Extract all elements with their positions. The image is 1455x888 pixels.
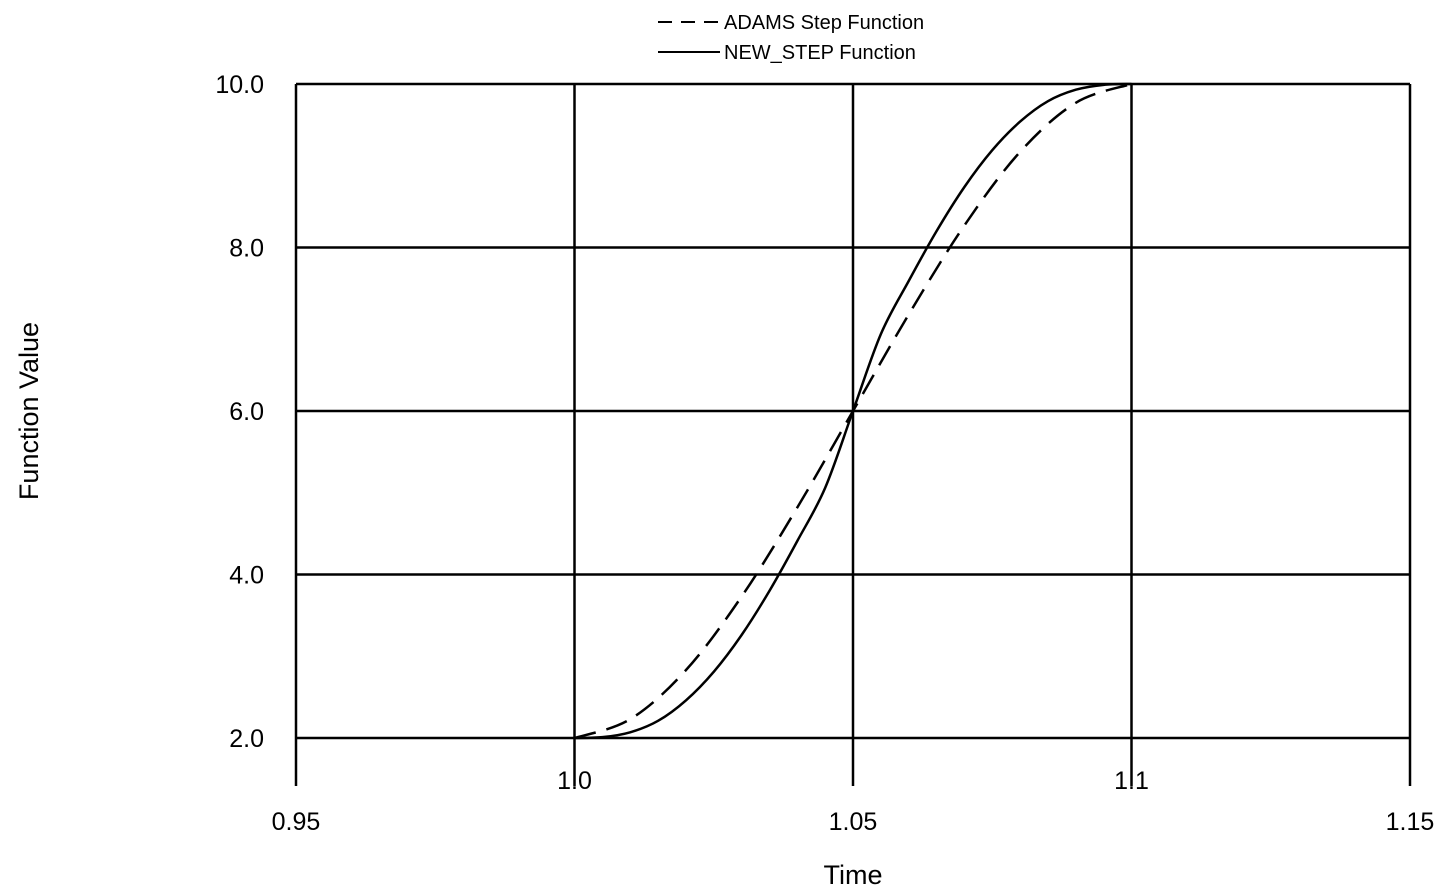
series-layer — [574, 82, 1132, 740]
tick-labels: 2.0 4.0 6.0 8.0 10.0 0.95 1.05 1.15 1.0 1.1 — [215, 71, 1434, 836]
x-axis-label: Time — [824, 860, 883, 888]
y-tick-label: 10.0 — [215, 71, 264, 99]
x-tick-label: 1.05 — [829, 808, 878, 836]
y-tick-label: 8.0 — [229, 235, 264, 263]
x-tick-label: 0.95 — [272, 808, 321, 836]
y-tick-label: 2.0 — [229, 725, 264, 753]
series-line-new-step — [574, 82, 1132, 740]
y-tick-label: 6.0 — [229, 398, 264, 426]
x-tick-label: 1.15 — [1386, 808, 1435, 836]
legend-label-adams: ADAMS Step Function — [724, 12, 924, 34]
legend: ADAMS Step Function NEW_STEP Function — [658, 12, 924, 64]
x-tick-label: 1.1 — [1114, 767, 1149, 795]
y-axis-label: Function Value — [14, 322, 44, 500]
x-tick-label: 1.0 — [557, 767, 592, 795]
y-tick-label: 4.0 — [229, 562, 264, 590]
grid — [294, 82, 1412, 786]
legend-label-new-step: NEW_STEP Function — [724, 42, 916, 64]
